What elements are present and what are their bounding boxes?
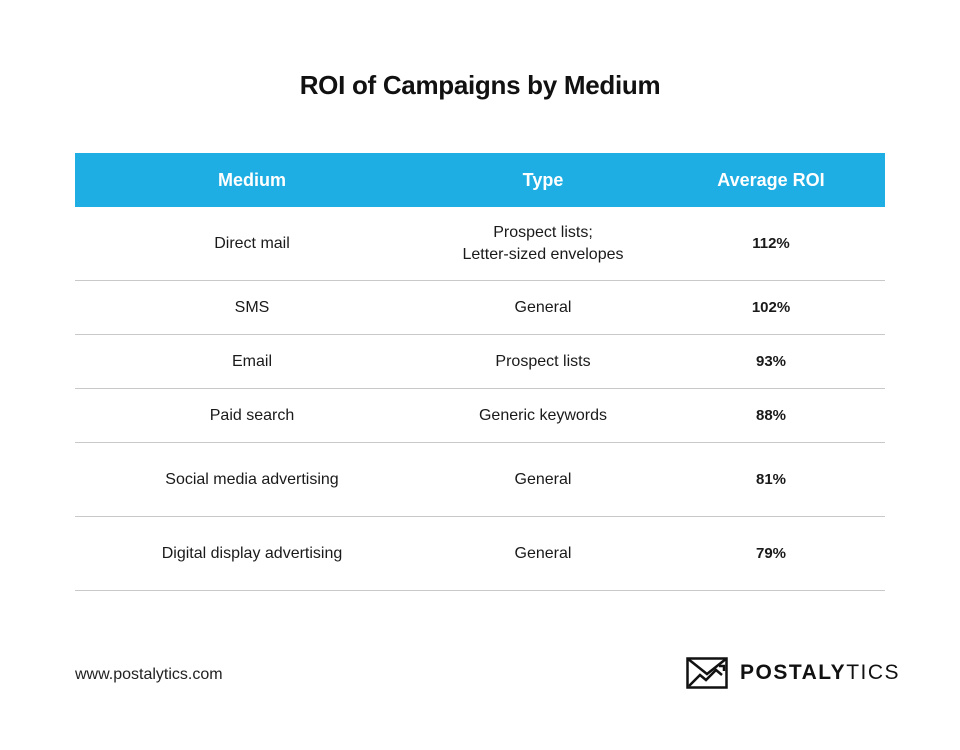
cell-roi: 112% bbox=[752, 234, 790, 252]
cell-type-line: Prospect lists; bbox=[493, 223, 593, 241]
table-row: Email Prospect lists 93% bbox=[75, 335, 885, 389]
cell-roi: 81% bbox=[755, 470, 787, 488]
cell-type: Prospect lists bbox=[495, 352, 591, 370]
envelope-chart-icon bbox=[686, 657, 728, 689]
cell-medium: Social media advertising bbox=[165, 470, 339, 488]
cell-medium: Email bbox=[231, 352, 272, 370]
logo-wordmark-bold: POSTALY bbox=[740, 661, 847, 684]
cell-medium: Paid search bbox=[209, 406, 295, 424]
cell-medium: Digital display advertising bbox=[161, 544, 343, 562]
postalytics-logo: POSTALYTICS bbox=[686, 657, 900, 689]
table-row: Direct mail Prospect lists; Letter-sized… bbox=[75, 207, 885, 281]
header-average-roi: Average ROI bbox=[717, 169, 825, 190]
roi-table: Medium Type Average ROI Direct mail Pros… bbox=[75, 153, 885, 591]
page-title: ROI of Campaigns by Medium bbox=[299, 70, 661, 100]
table-header: Medium Type Average ROI bbox=[75, 153, 885, 207]
header-type: Type bbox=[522, 169, 564, 190]
cell-type: General bbox=[514, 298, 572, 316]
cell-type: Prospect lists; Letter-sized envelopes bbox=[429, 222, 657, 266]
table-row: SMS General 102% bbox=[75, 281, 885, 335]
cell-type: Generic keywords bbox=[478, 406, 608, 424]
logo-wordmark-light: TICS bbox=[846, 661, 901, 684]
cell-roi: 102% bbox=[751, 298, 791, 316]
cell-type-line: Letter-sized envelopes bbox=[462, 245, 624, 263]
footer-url[interactable]: www.postalytics.com bbox=[75, 666, 223, 683]
logo-wordmark: POSTALYTICS bbox=[740, 661, 900, 685]
cell-type: General bbox=[514, 544, 572, 562]
header-medium: Medium bbox=[217, 169, 286, 190]
cell-roi: 93% bbox=[755, 352, 787, 370]
table-row: Paid search Generic keywords 88% bbox=[75, 389, 885, 443]
cell-roi: 79% bbox=[755, 544, 787, 562]
cell-roi: 88% bbox=[755, 406, 787, 424]
cell-type: General bbox=[514, 470, 572, 488]
table-row: Social media advertising General 81% bbox=[75, 443, 885, 517]
cell-medium: Direct mail bbox=[214, 234, 290, 252]
table-row: Digital display advertising General 79% bbox=[75, 517, 885, 591]
cell-medium: SMS bbox=[234, 298, 270, 316]
